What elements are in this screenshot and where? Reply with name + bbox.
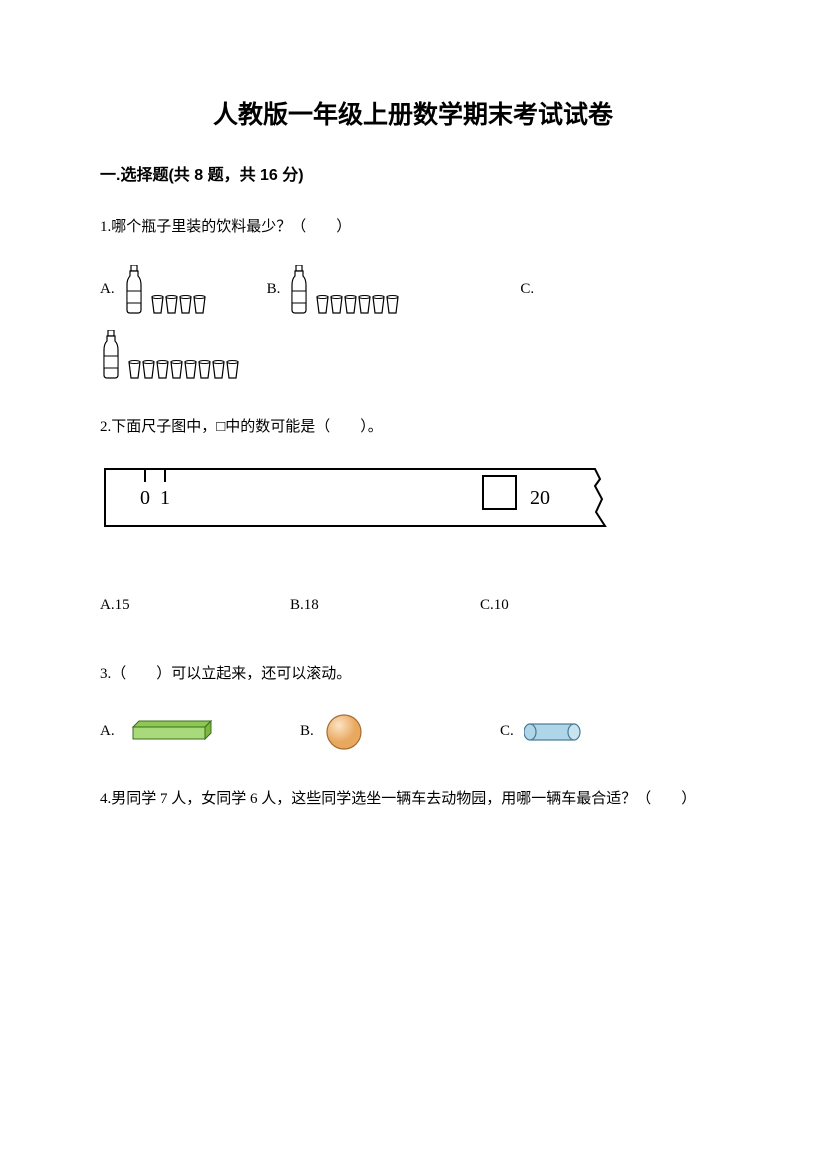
q3-option-a: A. bbox=[100, 712, 300, 752]
bottle-icon bbox=[100, 330, 122, 380]
q3-text: 3.（ ）可以立起来，还可以滚动。 bbox=[100, 657, 726, 692]
q4-text: 4.男同学 7 人，女同学 6 人，这些同学选坐一辆车去动物园，用哪一辆车最合适… bbox=[100, 782, 726, 817]
ruler-tick-0: 0 bbox=[140, 487, 150, 509]
cup-icon bbox=[386, 295, 399, 315]
cup-icon bbox=[316, 295, 329, 315]
cup-icon bbox=[226, 360, 239, 380]
q2-option-a: A.15 bbox=[100, 588, 290, 623]
question-1: 1.哪个瓶子里装的饮料最少？（ ） A. B. bbox=[100, 210, 726, 380]
bottle-icon bbox=[288, 265, 310, 315]
cup-icon bbox=[330, 295, 343, 315]
q1-option-b: B. bbox=[267, 265, 401, 315]
question-3: 3.（ ）可以立起来，还可以滚动。 A. B. bbox=[100, 657, 726, 752]
cup-icon bbox=[358, 295, 371, 315]
opt-label-b: B. bbox=[267, 272, 281, 307]
question-2: 2.下面尺子图中，□中的数可能是（ ）。 0 1 20 A.15 B.18 C.… bbox=[100, 410, 726, 623]
cup-icon bbox=[344, 295, 357, 315]
cup-icon bbox=[212, 360, 225, 380]
cylinder-icon bbox=[524, 720, 584, 744]
q1-text: 1.哪个瓶子里装的饮料最少？（ ） bbox=[100, 210, 726, 245]
opt-label-c: C. bbox=[520, 272, 534, 307]
cup-icon bbox=[128, 360, 141, 380]
page-title: 人教版一年级上册数学期末考试试卷 bbox=[100, 95, 726, 131]
cup-icon bbox=[198, 360, 211, 380]
ruler-diagram: 0 1 20 bbox=[100, 464, 640, 553]
q3-option-b: B. bbox=[300, 712, 500, 752]
ruler-tick-1: 1 bbox=[160, 487, 170, 509]
cup-icon bbox=[151, 295, 164, 315]
ruler-tick-20: 20 bbox=[530, 487, 550, 509]
cup-icon bbox=[184, 360, 197, 380]
opt-label-a: A. bbox=[100, 712, 115, 749]
ruler-box bbox=[483, 476, 516, 509]
q3-option-c: C. bbox=[500, 712, 700, 752]
section-header: 一.选择题(共 8 题，共 16 分) bbox=[100, 161, 726, 185]
cup-icon bbox=[193, 295, 206, 315]
q2-option-c: C.10 bbox=[480, 588, 670, 623]
q2-text: 2.下面尺子图中，□中的数可能是（ ）。 bbox=[100, 410, 726, 445]
bottle-icon bbox=[123, 265, 145, 315]
opt-label-b: B. bbox=[300, 712, 314, 749]
sphere-icon bbox=[324, 712, 364, 752]
q1-option-a: A. bbox=[100, 265, 207, 315]
cup-icon bbox=[170, 360, 183, 380]
q1-option-c-content bbox=[100, 330, 240, 380]
cuboid-icon bbox=[125, 719, 215, 745]
cup-icon bbox=[142, 360, 155, 380]
opt-label-a: A. bbox=[100, 272, 115, 307]
cup-icon bbox=[165, 295, 178, 315]
q1-option-c: C. bbox=[520, 272, 542, 307]
cup-icon bbox=[372, 295, 385, 315]
q2-option-b: B.18 bbox=[290, 588, 480, 623]
opt-label-c: C. bbox=[500, 712, 514, 749]
question-4: 4.男同学 7 人，女同学 6 人，这些同学选坐一辆车去动物园，用哪一辆车最合适… bbox=[100, 782, 726, 817]
cup-icon bbox=[156, 360, 169, 380]
cup-icon bbox=[179, 295, 192, 315]
